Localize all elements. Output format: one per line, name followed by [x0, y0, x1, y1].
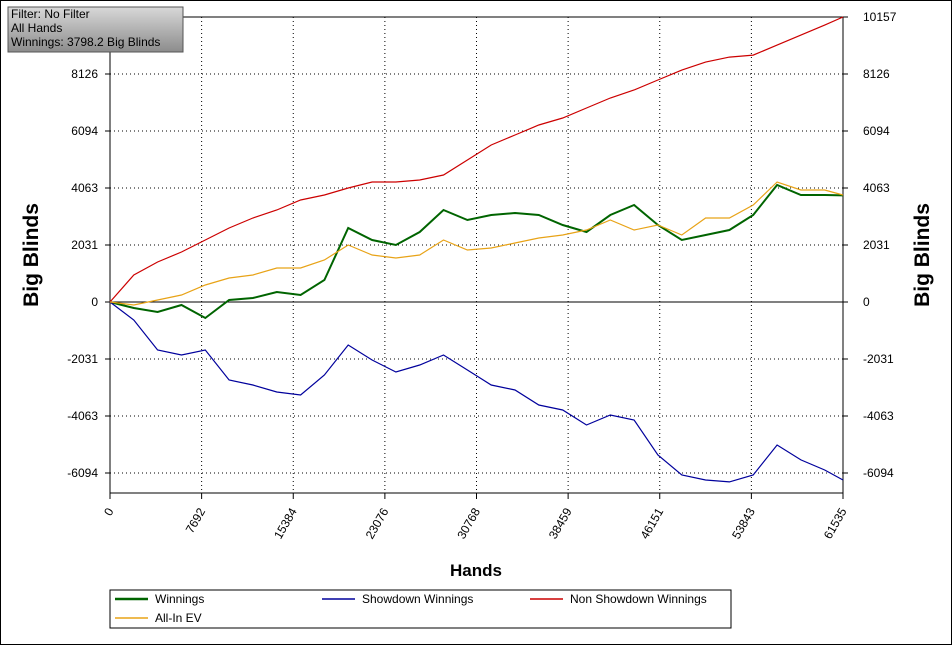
y-tick-label: -2031: [67, 352, 98, 366]
series-line: [109, 16, 844, 303]
y2-tick-label: 6094: [863, 124, 890, 138]
y2-tick-label: 10157: [863, 10, 897, 24]
y2-tick-label: 0: [863, 295, 870, 309]
y-axis-title: Big Blinds: [20, 203, 43, 307]
info-box: [7, 6, 184, 53]
legend-label: Showdown Winnings: [362, 592, 473, 606]
y-tick-label: 2031: [71, 238, 98, 252]
y2-tick-label: 4063: [863, 181, 890, 195]
plot-area: [109, 16, 844, 494]
info-line: All Hands: [11, 21, 62, 35]
legend-label: Winnings: [155, 592, 204, 606]
info-line: Winnings: 3798.2 Big Blinds: [11, 35, 160, 49]
info-line: Filter: No Filter: [11, 7, 90, 21]
series-line: [109, 183, 844, 320]
series-line: [109, 301, 844, 483]
y-tick-label: 0: [91, 295, 98, 309]
y-tick-label: -6094: [67, 466, 98, 480]
y-tick-label: 4063: [71, 181, 98, 195]
legend: [109, 589, 732, 629]
legend-label: All-In EV: [155, 611, 202, 625]
y-tick-label: -4063: [67, 409, 98, 423]
x-axis-title: Hands: [450, 561, 502, 580]
y2-axis-title: Big Blinds: [911, 203, 934, 307]
y2-tick-label: -2031: [863, 352, 894, 366]
y2-tick-label: -4063: [863, 409, 894, 423]
y2-tick-label: -6094: [863, 466, 894, 480]
y2-tick-label: 2031: [863, 238, 890, 252]
y-tick-label: 6094: [71, 124, 98, 138]
series-line: [109, 181, 844, 306]
y-tick-label: 8126: [71, 67, 98, 81]
y2-tick-label: 8126: [863, 67, 890, 81]
legend-label: Non Showdown Winnings: [570, 592, 707, 606]
